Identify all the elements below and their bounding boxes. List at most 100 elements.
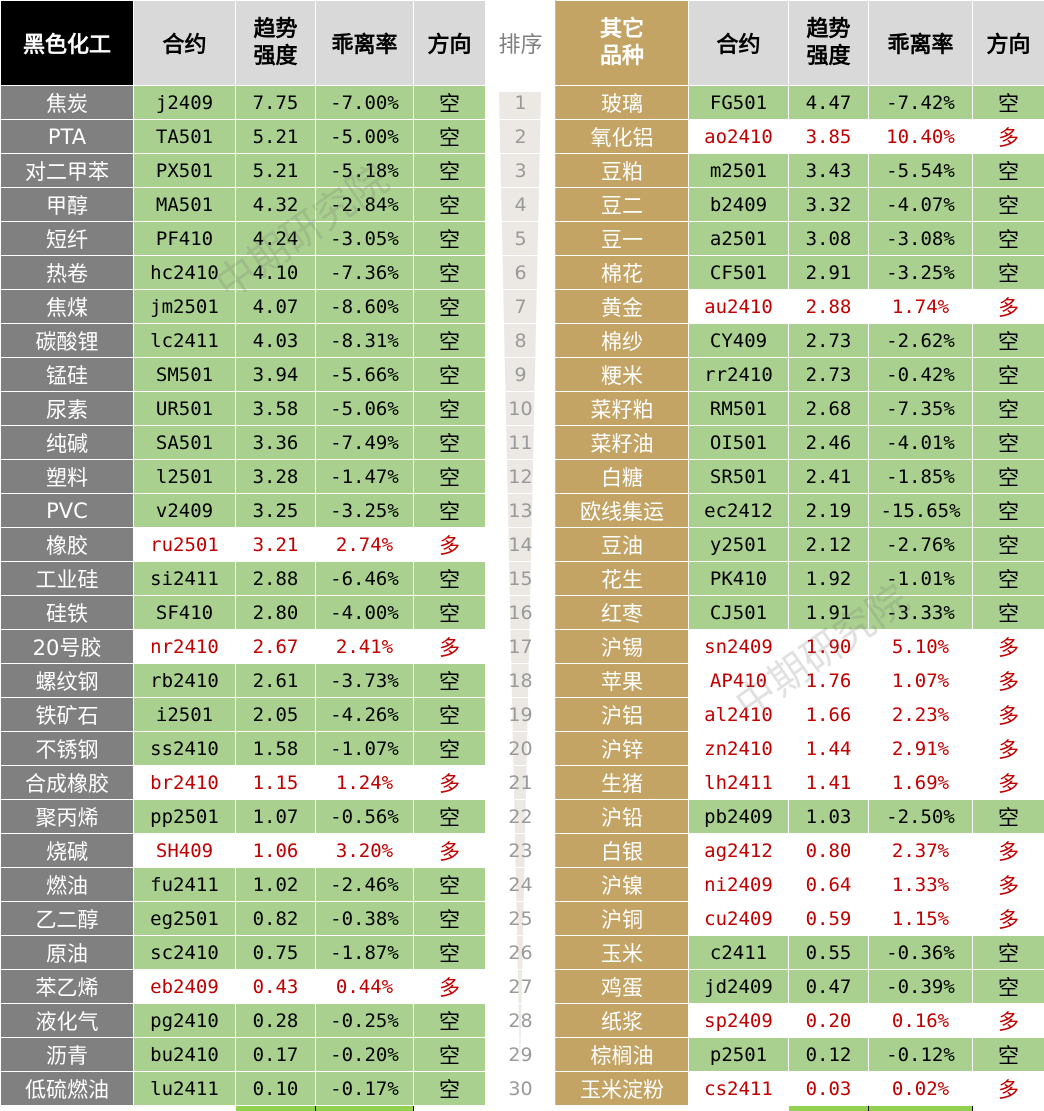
rank: 15 [485,561,556,596]
direction: 空 [413,153,486,188]
strength: 2.67 [235,629,316,664]
deviation: 10.40% [868,119,973,154]
deviation: -2.50% [868,799,973,834]
direction: 空 [413,867,486,902]
strength: 1.92 [788,561,869,596]
deviation: -0.36% [868,935,973,970]
data-row: 焦炭 j2409 7.75 -7.00% 空 1 玻璃 FG501 4.47 -7.42% 空 [0,85,1044,120]
deviation: -7.49% [315,425,414,460]
deviation: -5.00% [315,119,414,154]
contract: lu2411 [133,1071,236,1106]
deviation: -1.07% [315,731,414,766]
contract: i2501 [133,697,236,732]
direction: 多 [972,731,1044,766]
contract: AP410 [688,663,789,698]
deviation: 2.41% [315,629,414,664]
strength: 2.46 [788,425,869,460]
deviation: -2.46% [315,867,414,902]
strength: 1.44 [788,731,869,766]
deviation: -0.56% [315,799,414,834]
name: 尿素 [0,391,134,426]
direction: 空 [972,255,1044,290]
name: 焦炭 [0,85,134,120]
contract: fu2411 [133,867,236,902]
name: 液化气 [0,1003,134,1038]
contract: ru2501 [133,527,236,562]
name: 对二甲苯 [0,153,134,188]
direction: 空 [972,187,1044,222]
contract: ni2409 [688,867,789,902]
average-strength: 2.70 [235,1105,316,1111]
strength: 3.58 [235,391,316,426]
deviation: -1.87% [315,935,414,970]
direction: 空 [972,323,1044,358]
average-strength: 1.92 [788,1105,869,1111]
deviation: -3.25% [868,255,973,290]
header-cell: 方向 [413,0,486,86]
strength: 2.73 [788,323,869,358]
name: 花生 [555,561,689,596]
contract: y2501 [688,527,789,562]
direction: 空 [972,221,1044,256]
deviation: 1.69% [868,765,973,800]
rank: 16 [485,595,556,630]
direction: 空 [413,493,486,528]
direction: 空 [972,595,1044,630]
name: PTA [0,119,134,154]
direction: 空 [413,85,486,120]
contract: c2411 [688,935,789,970]
deviation: -15.65% [868,493,973,528]
rank: 27 [485,969,556,1004]
contract: SR501 [688,459,789,494]
direction: 空 [972,935,1044,970]
direction: 多 [413,765,486,800]
direction: 空 [972,153,1044,188]
rank: 5 [485,221,556,256]
name: 铁矿石 [0,697,134,732]
name: 沥青 [0,1037,134,1072]
strength: 0.12 [788,1037,869,1072]
deviation: -0.17% [315,1071,414,1106]
strength: 2.41 [788,459,869,494]
rank: 18 [485,663,556,698]
deviation: -1.85% [868,459,973,494]
strength: 0.10 [235,1071,316,1106]
name: 白糖 [555,459,689,494]
contract: ao2410 [688,119,789,154]
name: 苯乙烯 [0,969,134,1004]
name: 焦煤 [0,289,134,324]
direction: 多 [972,867,1044,902]
direction: 多 [413,629,486,664]
contract: pg2410 [133,1003,236,1038]
rank: 1 [485,85,556,120]
contract: br2410 [133,765,236,800]
strength: 1.03 [788,799,869,834]
name: 纯碱 [0,425,134,460]
rank: 11 [485,425,556,460]
blank [413,1105,486,1111]
strength: 0.20 [788,1003,869,1038]
direction: 空 [413,1071,486,1106]
contract: PX501 [133,153,236,188]
direction: 空 [413,221,486,256]
rank: 26 [485,935,556,970]
contract: rr2410 [688,357,789,392]
strength: 3.36 [235,425,316,460]
direction: 多 [972,119,1044,154]
contract: pp2501 [133,799,236,834]
name: 螺纹钢 [0,663,134,698]
strength: 2.05 [235,697,316,732]
data-row: 工业硅 si2411 2.88 -6.46% 空 15 花生 PK410 1.92 -1.01% 空 [0,561,1044,596]
strength: 3.85 [788,119,869,154]
direction: 空 [413,1003,486,1038]
data-row: 燃油 fu2411 1.02 -2.46% 空 24 沪镍 ni2409 0.64 1.33% 多 [0,867,1044,902]
name: 聚丙烯 [0,799,134,834]
data-row: 对二甲苯 PX501 5.21 -5.18% 空 3 豆粕 m2501 3.43 -5.54% 空 [0,153,1044,188]
rank: 30 [485,1071,556,1106]
direction: 多 [972,901,1044,936]
direction: 空 [972,85,1044,120]
name: 烧碱 [0,833,134,868]
deviation: 3.20% [315,833,414,868]
deviation: -2.76% [868,527,973,562]
direction: 空 [972,357,1044,392]
